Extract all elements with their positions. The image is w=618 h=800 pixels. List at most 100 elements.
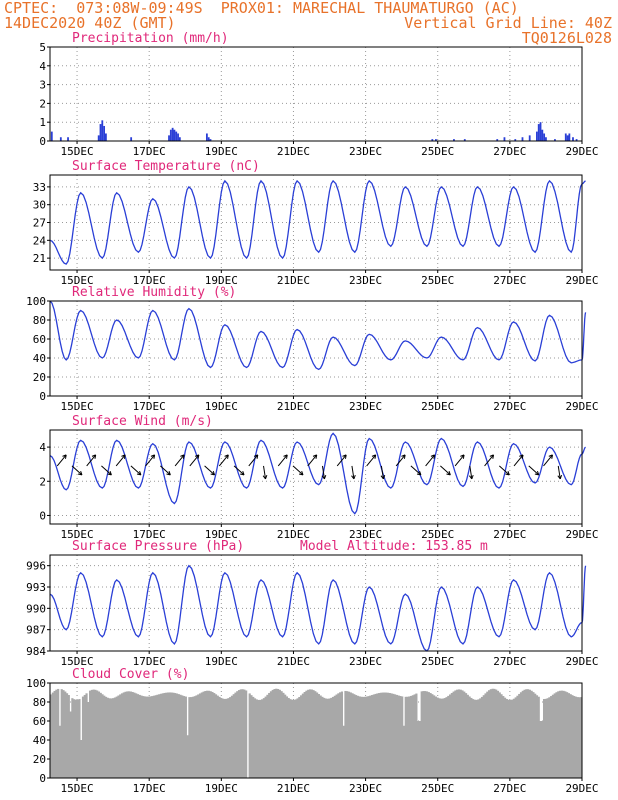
cloud-bar [275,688,278,778]
cloud-bar [443,698,446,778]
cloud-bar [409,695,413,778]
cloud-bar [73,699,76,778]
precip-bar [536,131,538,141]
panel-2: 15DEC 17DEC 19DEC 21DEC 23DEC 25DEC 27DEC 29DEC… [26,285,598,413]
wind-arrow [351,465,355,479]
precip-bar [537,124,540,141]
cloud-bar [562,690,565,778]
cloud-bar [491,688,494,778]
precip-bar [568,133,571,141]
cloud-bar [342,725,345,778]
wind-arrow-head [446,470,451,476]
x-tick-label: 27DEC [493,782,526,795]
cloud-bar [468,696,471,778]
series-line [49,179,586,265]
cloud-bar [466,694,469,778]
cloud-bar [362,696,365,778]
wind-arrow [513,454,524,467]
wind-arrow-head [194,454,200,459]
precip-bar [168,135,170,141]
panel-frame [49,554,583,652]
y-tick-label: 33 [33,181,46,194]
precip-bar [207,137,210,141]
x-tick-label: 15DEC [60,400,93,413]
cloud-bar [140,695,143,778]
cloud-bar [179,694,182,778]
cloud-bar [97,691,101,778]
cloud-bar [511,699,514,778]
cloud-bar [129,691,132,778]
y-tick-label: 0 [39,509,46,522]
panel-title: Surface Wind (m/s) [72,414,213,429]
panel-frame [49,174,583,271]
x-tick-label: 27DEC [493,400,526,413]
cloud-bar [271,689,274,778]
x-tick-label: 17DEC [133,528,166,541]
cloud-bar [321,696,324,778]
cloud-bar [90,689,93,778]
cloud-bar [191,696,195,778]
cloud-bar [452,691,455,778]
wind-arrow [56,454,67,467]
cloud-bar [152,695,156,778]
cloud-bar [378,693,381,778]
panel-frame [49,682,583,779]
wind-arrow-head [240,470,245,476]
y-tick-label: 1 [39,116,46,129]
cloud-bar [106,697,109,778]
cloud-bar [145,696,148,778]
cloud-bar [418,721,422,778]
cloud-bar [223,698,226,778]
cloud-bar [159,693,163,778]
x-tick-label: 21DEC [277,145,310,158]
cloud-bar [537,696,540,778]
cloud-bar [89,690,92,778]
precip-bar [173,129,176,141]
cloud-bar [417,721,420,778]
cloud-bar [328,698,331,778]
wind-arrow [218,454,229,467]
wind-arrow [440,465,451,476]
cloud-bar [151,696,154,778]
precip-bar [177,133,179,141]
x-tick-label: 23DEC [349,528,382,541]
panel-title: Cloud Cover (%) [72,667,189,682]
cloud-bar [367,696,370,778]
x-tick-label: 17DEC [133,400,166,413]
precip-bar [103,125,106,141]
wind-arrow-head [166,470,171,476]
wind-arrow [366,454,377,467]
cloud-bar [495,689,498,778]
panel-frame [49,429,583,525]
cloud-bar [74,699,77,778]
wind-arrow-head [298,470,304,476]
cloud-bar [303,692,306,778]
cloud-bar [85,693,88,778]
wind-arrow-head [77,470,83,476]
cloud-bar [255,699,258,778]
x-tick-label: 19DEC [205,528,238,541]
precip-bar [539,122,542,141]
precip-bar [496,139,499,141]
cloud-bar [402,725,406,778]
cloud-bar [498,692,501,778]
cloud-bar [214,694,218,778]
cloud-bar [415,693,418,778]
cloud-bar [535,695,539,778]
x-tick-label: 21DEC [277,528,310,541]
cloud-bar [183,696,186,778]
cloud-bar [319,695,322,778]
cloud-bar [287,697,290,778]
wind-arrow [71,465,83,476]
x-tick-label: 27DEC [493,274,526,287]
cloud-bar [206,690,209,778]
cloud-bar [261,699,264,778]
x-tick-label: 17DEC [133,655,166,668]
cloud-bar [53,690,56,778]
cloud-bar [257,699,260,778]
cloud-bar [220,697,223,778]
cloud-bar [566,692,569,778]
precip-bar [545,137,547,141]
cloud-bar [434,696,437,778]
cloud-bar [420,691,423,778]
